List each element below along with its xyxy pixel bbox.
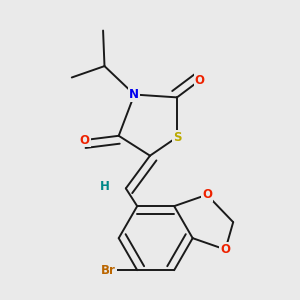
Text: N: N xyxy=(129,88,140,101)
Text: O: O xyxy=(202,188,212,201)
Text: O: O xyxy=(80,134,90,146)
Text: O: O xyxy=(195,74,205,87)
Text: S: S xyxy=(173,131,181,144)
Text: Br: Br xyxy=(101,264,116,277)
Text: O: O xyxy=(220,243,230,256)
Text: H: H xyxy=(100,181,110,194)
